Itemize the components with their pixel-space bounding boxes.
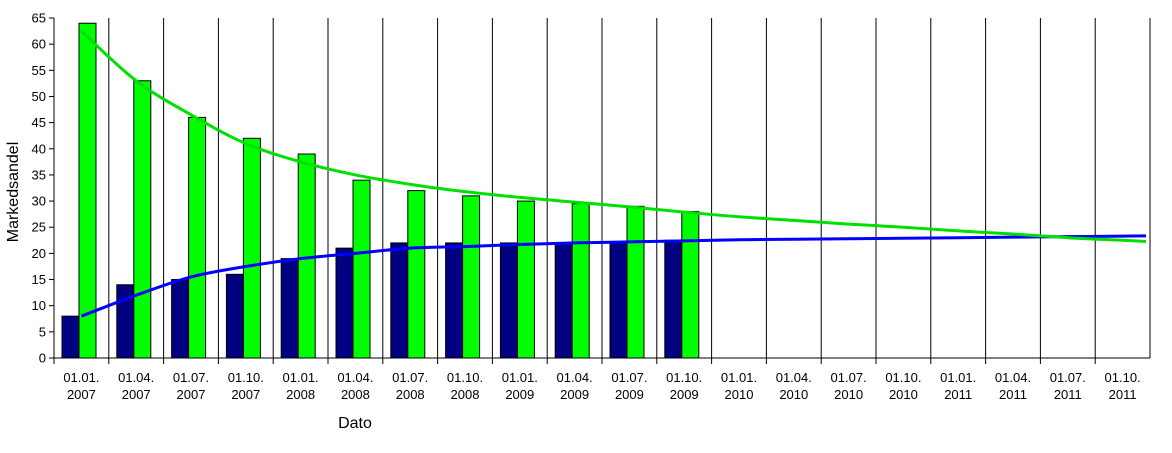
bar-series-2 [352, 179, 371, 359]
y-tick-label: 20 [32, 246, 46, 261]
x-tick-label: 01.01. 2007 [63, 370, 99, 402]
bar-series-1 [61, 315, 80, 359]
bar-series-1 [335, 247, 354, 359]
x-tick-label: 01.04. 2007 [118, 370, 154, 402]
gridlines [108, 18, 1151, 358]
bar-series-2 [78, 22, 97, 359]
x-tick-label: 01.10. 2011 [1105, 370, 1141, 402]
y-tick-label: 10 [32, 298, 46, 313]
y-tick-label: 60 [32, 37, 46, 52]
y-tick-label: 40 [32, 141, 46, 156]
bar-series-2 [626, 205, 645, 359]
bar-series-2 [462, 195, 481, 359]
y-tick-label: 30 [32, 194, 46, 209]
bar-series-1 [499, 242, 518, 359]
x-tick-label: 01.01. 2008 [283, 370, 319, 402]
x-tick-label: 01.01. 2010 [721, 370, 757, 402]
bar-series-2 [681, 211, 700, 359]
y-tick-label: 15 [32, 272, 46, 287]
y-tick-label: 35 [32, 167, 46, 182]
bar-series-2 [407, 190, 426, 359]
x-tick-label: 01.07. 2007 [173, 370, 209, 402]
x-tick-label: 01.10. 2008 [447, 370, 483, 402]
x-tick-label: 01.10. 2010 [885, 370, 921, 402]
x-tick-label: 01.01. 2009 [502, 370, 538, 402]
y-tick-label: 50 [32, 89, 46, 104]
y-tick-label: 25 [32, 220, 46, 235]
bar-series-1 [390, 242, 409, 359]
x-tick-label: 01.04. 2009 [557, 370, 593, 402]
bar-series-2 [188, 116, 207, 359]
bar-series-2 [133, 80, 152, 359]
y-tick-labels: 0 5 10 15 20 25 30 35 40 45 50 55 60 65 [32, 11, 46, 366]
bar-series-1 [171, 279, 190, 359]
x-axis-label: Dato [338, 415, 372, 432]
y-axis-label: Markedsandel [5, 142, 22, 243]
x-tick-label: 01.10. 2009 [666, 370, 702, 402]
bar-series-1 [445, 242, 464, 359]
bar-series-1 [609, 242, 628, 359]
x-tick-label: 01.07. 2008 [392, 370, 428, 402]
x-tick-label: 01.10. 2007 [228, 370, 264, 402]
bar-series-1 [664, 239, 683, 359]
x-tick-label: 01.01. 2011 [940, 370, 976, 402]
y-tick-label: 5 [39, 324, 46, 339]
bar-series-1 [280, 258, 299, 359]
x-tick-label: 01.04. 2011 [995, 370, 1031, 402]
trend-line-1 [80, 234, 1147, 318]
x-tick-label: 01.04. 2008 [337, 370, 373, 402]
trend-line-2 [80, 29, 1147, 243]
x-tick-label: 01.07. 2009 [611, 370, 647, 402]
bars [61, 22, 700, 359]
x-tick-label: 01.07. 2010 [831, 370, 867, 402]
bar-series-1 [225, 273, 244, 359]
x-tick-labels: 01.01. 2007 01.04. 2007 01.07. 2007 01.10. 2007… [63, 370, 1140, 402]
y-tick-label: 65 [32, 11, 46, 26]
bar-series-1 [554, 242, 573, 359]
y-tick-label: 0 [39, 351, 46, 366]
bar-series-2 [242, 137, 261, 359]
bar-series-2 [516, 200, 535, 359]
axes [49, 17, 1150, 364]
trend-lines [80, 29, 1147, 318]
y-tick-label: 55 [32, 63, 46, 78]
x-tick-label: 01.04. 2010 [776, 370, 812, 402]
y-tick-label: 45 [32, 115, 46, 130]
bar-series-2 [571, 203, 590, 359]
x-tick-label: 01.07. 2011 [1050, 370, 1086, 402]
